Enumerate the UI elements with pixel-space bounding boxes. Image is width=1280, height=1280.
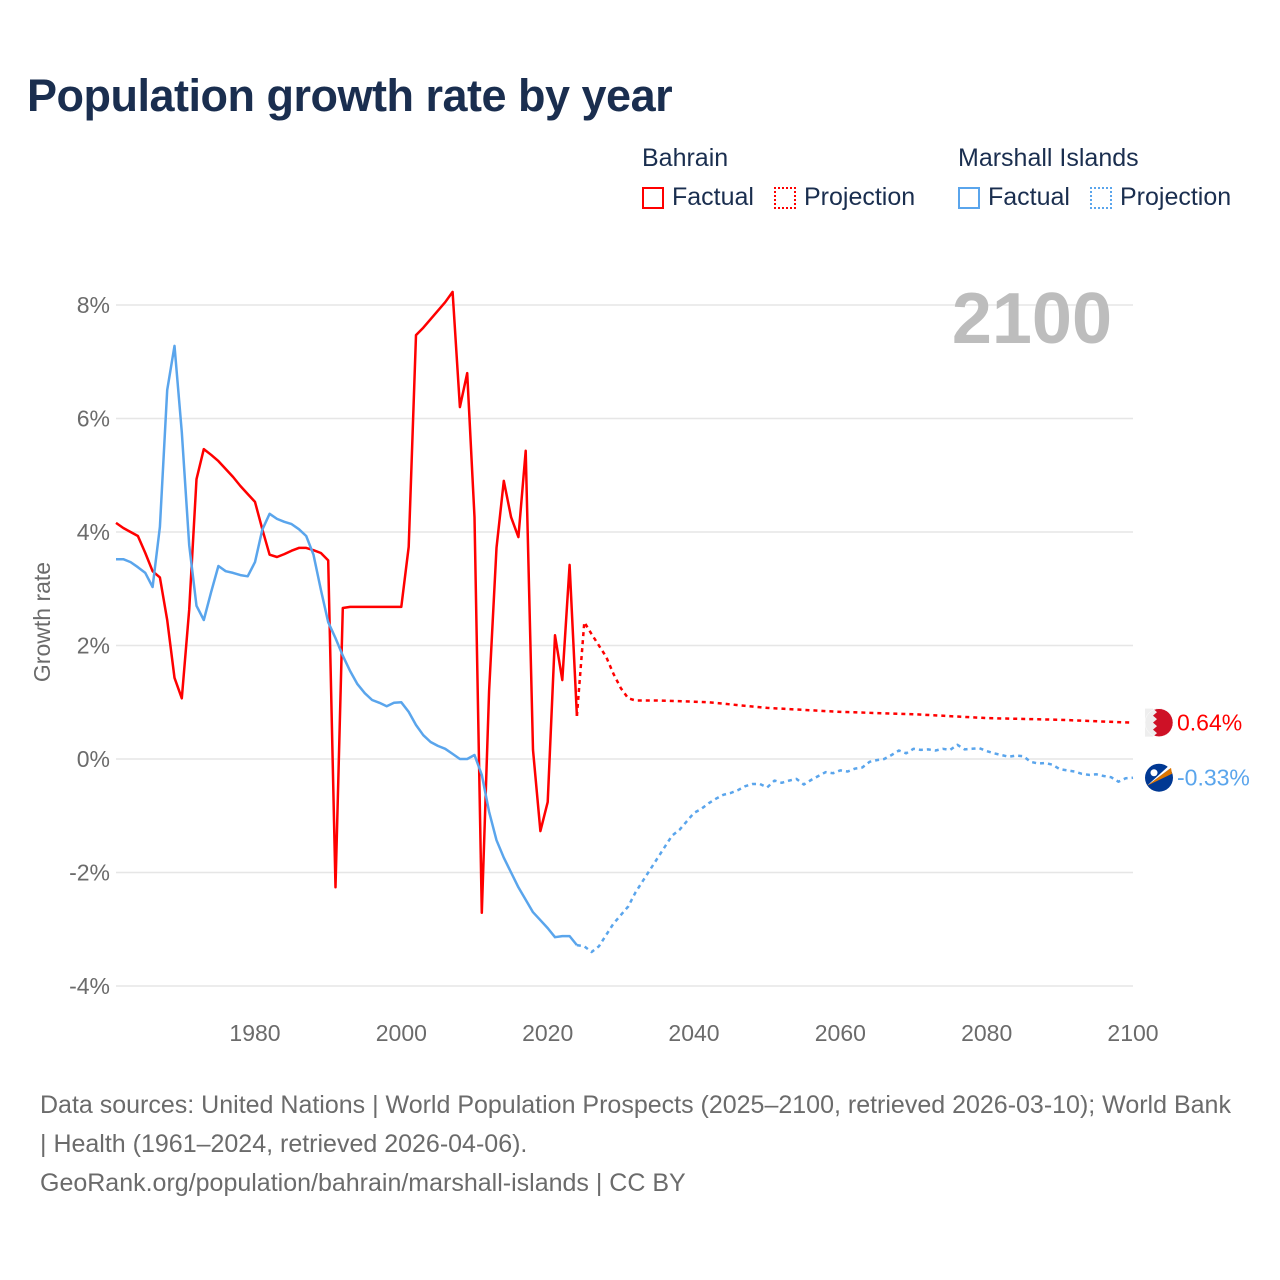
- footer: Data sources: United Nations | World Pop…: [40, 1086, 1240, 1203]
- series-lines: [115, 290, 1134, 954]
- credit-link[interactable]: GeoRank.org/population/bahrain/marshall-…: [40, 1169, 686, 1197]
- legend-item-bahrain-projection[interactable]: Projection: [773, 183, 916, 212]
- y-tick-label: 8%: [77, 292, 110, 318]
- legend-swatch-solid: [642, 186, 664, 209]
- legend-label: Factual: [672, 183, 754, 211]
- legend-label: Factual: [988, 183, 1070, 211]
- x-tick-label: 2000: [376, 1020, 427, 1046]
- bahrain-flag-icon: [1144, 708, 1174, 737]
- legend-swatch-solid: [958, 186, 980, 209]
- legend-group-title: Bahrain: [642, 144, 729, 172]
- y-tick-label: 0%: [77, 746, 110, 772]
- y-tick-label: -2%: [69, 860, 110, 886]
- legend-group-bahrain: Bahrain Factual Projection: [642, 144, 929, 212]
- series-line-bahrain-projection: [575, 620, 1134, 724]
- end-value-label: 0.64%: [1177, 710, 1242, 736]
- series-line-marshall-islands-factual: [116, 344, 578, 946]
- y-axis-label: Growth rate: [29, 562, 55, 682]
- y-tick-label: -4%: [69, 973, 110, 999]
- legend-swatch-dotted: [773, 186, 796, 209]
- x-tick-label: 2020: [522, 1020, 573, 1046]
- legend-group-title: Marshall Islands: [958, 144, 1139, 172]
- marshall-islands-flag-icon: [1145, 763, 1173, 792]
- chart-title: Population growth rate by year: [27, 70, 673, 121]
- x-tick-label: 2040: [668, 1020, 719, 1046]
- x-tick-label: 2060: [815, 1020, 866, 1046]
- end-value-label: -0.33%: [1177, 765, 1250, 791]
- legend-item-marshall-factual[interactable]: Factual: [958, 183, 1070, 212]
- series-line-bahrain-factual: [115, 290, 579, 915]
- y-tick-label: 4%: [77, 519, 110, 545]
- legend-group-marshall-islands: Marshall Islands Factual Projection: [958, 144, 1245, 212]
- y-tick-label: 2%: [77, 633, 110, 659]
- x-tick-label: 2100: [1107, 1020, 1158, 1046]
- line-chart: -4% -2% 0% 2% 4% 6% 8% 1980 2000 2020 2040 2060 2080…: [29, 279, 1250, 1046]
- year-watermark: 2100: [952, 279, 1112, 359]
- series-end-labels: 0.64% -0.33%: [1144, 708, 1250, 792]
- x-tick-label: 2080: [961, 1020, 1012, 1046]
- data-sources: Data sources: United Nations | World Pop…: [40, 1091, 1231, 1158]
- series-line-marshall-islands-projection: [576, 743, 1134, 954]
- legend-item-bahrain-factual[interactable]: Factual: [642, 183, 754, 212]
- legend-swatch-dotted: [1089, 186, 1112, 209]
- legend-label: Projection: [803, 183, 916, 211]
- legend-label: Projection: [1119, 183, 1232, 211]
- x-tick-label: 1980: [229, 1020, 280, 1046]
- y-tick-label: 6%: [77, 406, 110, 432]
- grid: -4% -2% 0% 2% 4% 6% 8% 1980 2000 2020 2040 2060 2080…: [69, 292, 1158, 1046]
- legend-item-marshall-projection[interactable]: Projection: [1089, 183, 1232, 212]
